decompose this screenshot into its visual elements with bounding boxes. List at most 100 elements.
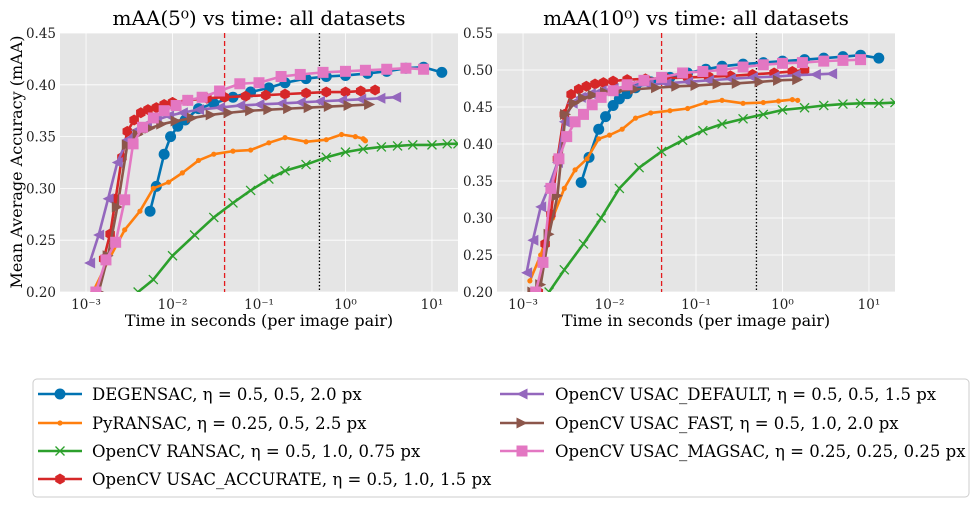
data-point (111, 201, 123, 213)
data-point (110, 236, 122, 248)
data-point (182, 94, 194, 106)
data-point (568, 97, 580, 109)
data-point (596, 136, 602, 142)
data-point (359, 64, 371, 76)
data-point (600, 111, 612, 123)
data-point (545, 182, 557, 194)
data-point (352, 134, 358, 140)
data-point (559, 264, 570, 275)
data-point (795, 97, 801, 103)
y-tick-label: 0.55 (463, 26, 493, 42)
legend-label: PyRANSAC, η = 0.25, 0.5, 2.5 px (92, 414, 367, 433)
data-point (301, 159, 312, 170)
y-tick-label: 0.40 (26, 78, 56, 94)
data-point (656, 146, 667, 157)
data-point (690, 80, 702, 92)
data-point (608, 75, 618, 87)
data-point (521, 267, 533, 279)
data-point (606, 132, 613, 138)
chart-left: 0.20 0.25 0.30 0.35 0.40 0.45 10⁻³ 10⁻² 10⁻¹ 10⁰… (7, 6, 458, 330)
chart-title-right: mAA(10⁰) vs time: all datasets (543, 6, 849, 30)
x-tick-label: 10¹ (421, 297, 444, 313)
data-point (90, 286, 102, 292)
data-point (280, 165, 290, 176)
data-point (837, 99, 848, 109)
data-point (553, 153, 565, 165)
data-point (737, 61, 749, 73)
legend-label: OpenCV USAC_DEFAULT, η = 0.5, 0.5, 1.5 p… (555, 385, 937, 404)
data-point (129, 114, 139, 126)
legend-marker (54, 388, 66, 400)
data-point (248, 147, 254, 153)
series-6 (530, 54, 867, 292)
y-tick-label: 0.20 (26, 285, 56, 301)
data-point (176, 107, 188, 119)
data-point (638, 74, 650, 86)
data-point (364, 98, 376, 110)
data-point (400, 62, 412, 74)
data-point (245, 105, 257, 117)
data-point (535, 201, 547, 213)
legend-marker (516, 417, 528, 429)
data-point (873, 52, 885, 64)
data-point (189, 230, 200, 240)
data-point (754, 76, 766, 88)
data-point (338, 131, 345, 138)
y-tick-label: 0.50 (463, 63, 493, 79)
data-point (263, 174, 274, 185)
data-point (102, 193, 114, 205)
data-point (358, 144, 369, 154)
data-point (355, 85, 366, 97)
data-point (572, 167, 578, 173)
data-point (195, 157, 202, 164)
data-point (818, 100, 829, 111)
data-point (323, 137, 329, 143)
data-point (731, 77, 743, 89)
data-point (619, 126, 625, 132)
data-point (667, 108, 673, 114)
data-point (573, 83, 584, 95)
data-point (111, 157, 123, 168)
data-point (143, 104, 153, 116)
x-ticks-left: 10⁻³ 10⁻² 10⁻¹ 10⁰ 10¹ (71, 297, 443, 313)
data-point (537, 256, 549, 268)
data-point (671, 80, 683, 92)
data-point (561, 185, 567, 191)
legend-frame (32, 378, 970, 498)
data-point (677, 67, 689, 79)
data-point (119, 194, 131, 206)
x-tick-label: 10⁻³ (71, 297, 101, 313)
y-tick-label: 0.40 (463, 137, 493, 153)
data-point (323, 101, 335, 113)
data-point (890, 97, 895, 108)
data-point (809, 68, 821, 80)
data-point (837, 54, 849, 66)
data-point (777, 105, 788, 115)
legend-label: OpenCV USAC_MAGSAC, η = 0.25, 0.25, 0.25… (555, 442, 966, 461)
data-point (205, 109, 217, 121)
data-point (390, 91, 402, 103)
data-point (266, 140, 272, 146)
y-ticks-left: 0.20 0.25 0.30 0.35 0.40 0.45 (26, 26, 56, 301)
data-point (697, 65, 709, 77)
data-point (566, 88, 576, 100)
legend-label: DEGENSAC, η = 0.5, 0.5, 2.0 px (92, 385, 362, 404)
legend-entry: OpenCV USAC_FAST, η = 0.5, 1.0, 2.0 px (500, 414, 899, 433)
data-point (223, 107, 235, 119)
data-point (738, 113, 749, 124)
data-point (436, 66, 448, 78)
data-point (581, 80, 592, 92)
data-point (760, 99, 766, 106)
data-point (855, 98, 866, 109)
legend-marker (516, 388, 528, 400)
data-point (719, 97, 725, 103)
data-point (261, 89, 271, 101)
data-point (740, 100, 746, 106)
data-point (93, 229, 105, 241)
data-point (340, 86, 351, 98)
data-point (234, 100, 246, 112)
series-2 (133, 138, 458, 292)
x-ticks-right: 10⁻³ 10⁻² 10⁻¹ 10⁰ 10¹ (508, 297, 880, 313)
x-tick-label: 10⁻¹ (244, 297, 274, 313)
